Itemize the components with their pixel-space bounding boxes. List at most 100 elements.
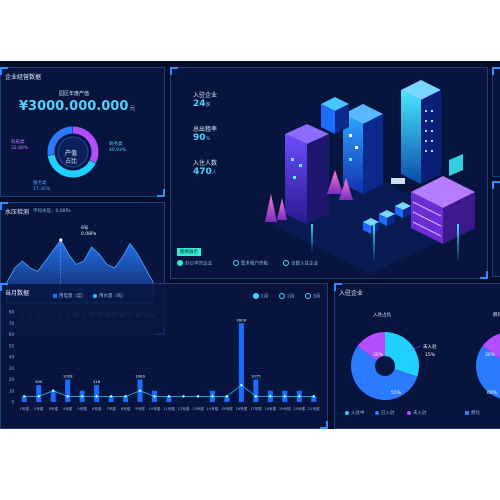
x-tick-label: 6号楼 xyxy=(92,406,102,411)
kpi-enterprises-unit: 家 xyxy=(205,102,211,108)
month-tab-2[interactable]: 2月 xyxy=(279,293,294,300)
ring-center-line-2: 占比 xyxy=(65,158,78,165)
water-usage-point xyxy=(124,394,128,398)
glow-beams xyxy=(311,224,459,264)
legend-electricity: 用电量（度） xyxy=(53,293,86,299)
ring-slice xyxy=(47,126,73,156)
y-tick-label: 20 xyxy=(9,377,15,382)
water-usage-point xyxy=(283,394,287,398)
x-tick-label: 8号楼 xyxy=(121,406,131,411)
y-tick-label: 80 xyxy=(9,310,15,315)
x-tick-label: 7号楼 xyxy=(106,406,116,411)
economy-subtitle: 园区年度产值 xyxy=(59,91,90,97)
pie2-label: 30% xyxy=(485,352,496,358)
x-tick-label: 5号楼 xyxy=(77,406,87,411)
x-tick-label: 3号楼 xyxy=(48,406,58,411)
screen-panel xyxy=(391,154,463,184)
annual-output-value: ¥3000.000.000元 xyxy=(19,99,135,114)
occ-legend-incubation: 孵化 xyxy=(465,410,480,416)
pie1-leader-line xyxy=(406,345,422,353)
kpi-enterprises-number: 24 xyxy=(193,99,206,109)
isometric-city-illustration xyxy=(265,80,475,274)
occ-legend-not-occupied-label: 未入驻 xyxy=(413,411,427,416)
water-usage-point xyxy=(268,394,272,398)
occ-legend-swatch xyxy=(345,410,349,415)
ring-slice xyxy=(47,154,96,178)
legend-electricity-label: 用电量（度） xyxy=(59,294,86,299)
tower-cyan-tall xyxy=(401,80,441,184)
monthly-data-panel: 当月数据 用电量（度） 用水量（吨） 1月 2月 3月 0 10 20 30 40 50 6… xyxy=(0,283,328,429)
occupancy-panel: 入驻企业 入驻占比 孵化 30% 55% 未入驻 15% 30% 60% 入驻中 已入驻 … xyxy=(334,283,500,429)
occ-legend-moving-in: 入驻中 xyxy=(345,410,365,416)
annual-output-number: ¥3000.000.000 xyxy=(19,99,129,114)
monthly-bar-chart: 0 10 20 30 40 50 60 70 80 1号楼 2号楼 400 3号楼 4号楼 1028 5号楼 6… xyxy=(9,310,321,411)
monthly-panel-title: 当月数据 xyxy=(5,290,30,297)
water-usage-point xyxy=(109,394,113,398)
slice-tech-pct: 32.80% xyxy=(11,146,29,151)
kpi-occupancy-rate: 总出租率 90% xyxy=(193,124,217,143)
pie1-label: 30% xyxy=(373,352,384,358)
occ-legend-incubation-label: 孵化 xyxy=(471,411,480,416)
water-usage-point xyxy=(196,394,200,398)
bar-data-label: 400 xyxy=(35,379,43,384)
y-tick-label: 70 xyxy=(9,321,15,326)
cone-trees xyxy=(265,170,353,222)
legend-vacant-rooms[interactable]: 暂未租户房租 xyxy=(233,260,268,267)
bar-data-label: 1075 xyxy=(251,374,261,379)
output-ring-chart xyxy=(47,126,99,178)
legend-electricity-swatch xyxy=(53,293,57,298)
slice-label-tech: 科技类 32.80% xyxy=(11,140,28,152)
economy-panel-title: 企业经营数据 xyxy=(5,74,42,81)
water-tooltip: 8号 0.08Pa xyxy=(81,226,96,238)
water-usage-point xyxy=(153,394,156,398)
bar-data-label: 2800 xyxy=(237,317,247,322)
server-cubes xyxy=(363,202,411,234)
data-center-block xyxy=(411,176,475,244)
water-usage-point xyxy=(22,394,26,398)
month-tab-3[interactable]: 3月 xyxy=(305,293,320,300)
kpi-rate-value: 90% xyxy=(193,133,217,143)
pie1-label: 55% xyxy=(391,390,402,396)
x-tick-label: 17号楼 xyxy=(250,406,262,411)
occ-legend-swatch xyxy=(407,410,411,415)
water-usage-point xyxy=(210,394,214,398)
radio-icon xyxy=(305,293,311,299)
pie1-label: 15% xyxy=(425,352,436,358)
water-usage-point xyxy=(37,394,41,398)
legend-vacant-label: 暂未租户房租 xyxy=(241,261,268,267)
ring-center-disc xyxy=(57,136,89,168)
radio-selected-icon xyxy=(177,260,183,266)
radio-icon xyxy=(283,260,289,266)
legend-all-label: 全部入住企业 xyxy=(291,261,318,267)
kpi-enterprises-label: 入驻企业 xyxy=(193,92,218,99)
occupancy-pie-chart: 30% 55% 未入驻 15% 30% 60% xyxy=(351,332,500,400)
bar-data-label: 418 xyxy=(93,379,101,384)
slice-tech-name: 科技类 xyxy=(11,140,25,145)
pie2-label: 60% xyxy=(487,390,498,396)
x-tick-label: 15号楼 xyxy=(221,406,233,411)
park-overview-panel: 入驻企业 24家 总出租率 90% 入住人数 470人 xyxy=(170,67,488,279)
electricity-bar xyxy=(21,396,27,402)
x-tick-label: 2号楼 xyxy=(34,406,44,411)
pie-hole xyxy=(375,356,395,376)
dashboard: 企业经营数据 园区年度产值 ¥3000.000.000元 产值 占比 科技类 3… xyxy=(0,61,500,429)
x-tick-label: 14号楼 xyxy=(207,406,219,411)
occ-legend-occupied: 已入驻 xyxy=(375,410,395,416)
month-tab-1[interactable]: 1月 xyxy=(253,293,268,300)
occ-legend-moving-in-label: 入驻中 xyxy=(351,411,365,416)
legend-all-occupied[interactable]: 全部入住企业 xyxy=(283,260,318,267)
water-usage-point xyxy=(182,394,185,398)
electricity-bar xyxy=(123,396,129,402)
water-usage-point xyxy=(51,389,55,393)
y-tick-label: 10 xyxy=(9,388,15,393)
x-tick-label: 13号楼 xyxy=(192,406,204,411)
occ-legend-occupied-label: 已入驻 xyxy=(381,411,395,416)
water-average-stat: 平均水压：0.08Pa xyxy=(33,209,71,214)
occupancy-panel-title: 入驻企业 xyxy=(339,290,364,297)
slice-business-name: 商务类 xyxy=(109,142,123,147)
x-tick-label: 11号楼 xyxy=(163,406,175,411)
ring-slice xyxy=(72,126,99,164)
legend-office-enterprise[interactable]: 办公中的企业 xyxy=(177,260,212,267)
kpi-residents-label: 入住人数 xyxy=(193,160,218,167)
electricity-bar xyxy=(166,396,172,402)
